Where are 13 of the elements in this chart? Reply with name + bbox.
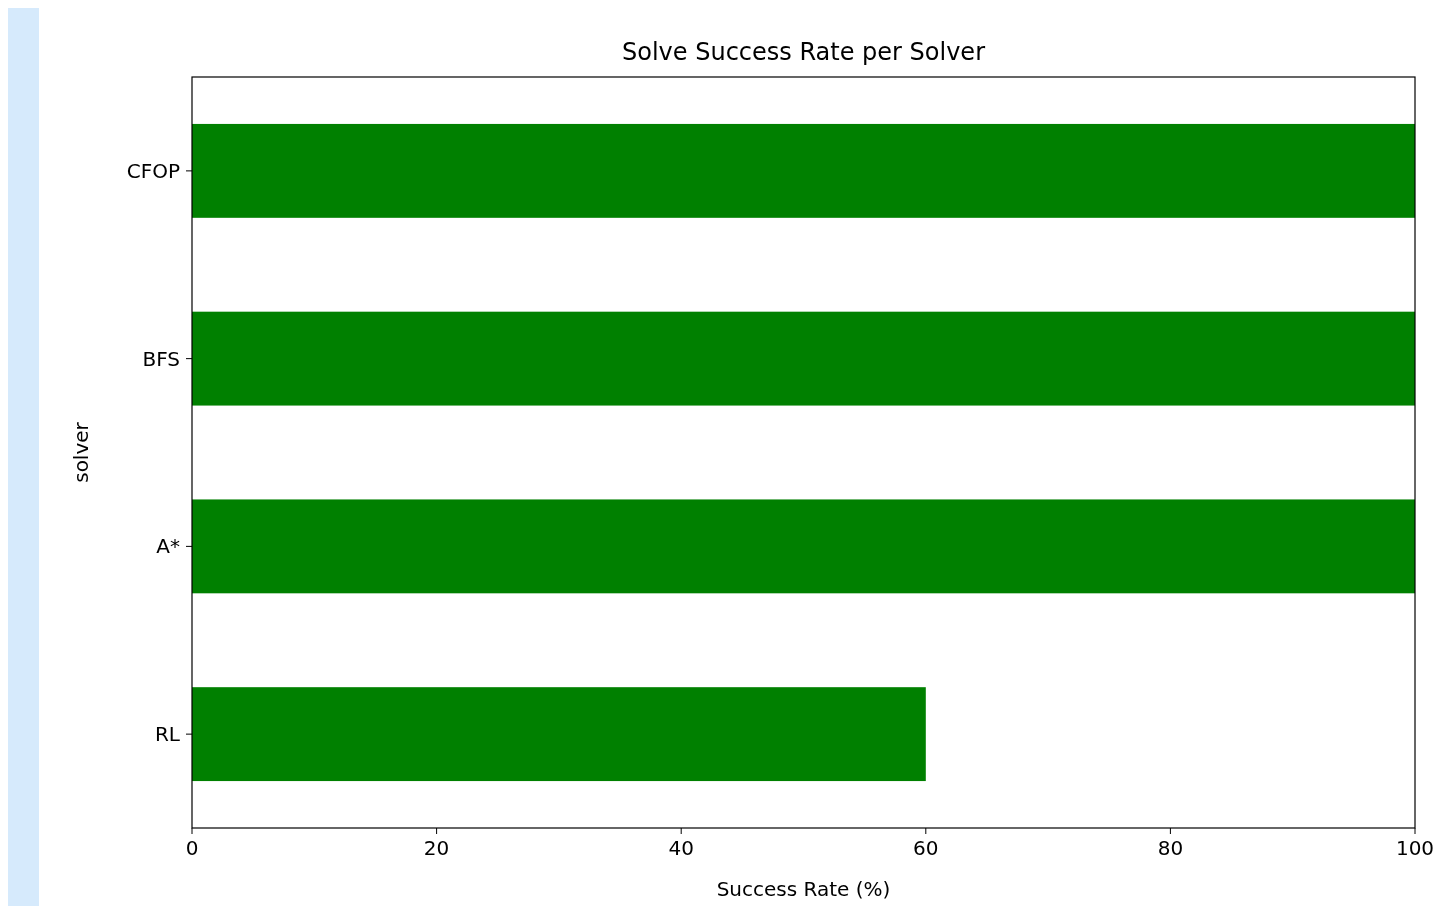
y-tick-label: A* bbox=[156, 534, 180, 559]
y-tick-label: CFOP bbox=[126, 158, 180, 183]
y-axis-title: solver bbox=[69, 421, 93, 483]
x-tick-label: 100 bbox=[1395, 836, 1435, 860]
y-tick-label: RL bbox=[154, 722, 181, 747]
x-tick-label: 80 bbox=[1157, 836, 1184, 860]
x-tick-label: 40 bbox=[668, 836, 694, 860]
chart-title: Solve Success Rate per Solver bbox=[622, 38, 986, 66]
x-axis-title: Success Rate (%) bbox=[716, 877, 891, 901]
x-tick-label: 20 bbox=[423, 836, 450, 860]
x-tick-label: 0 bbox=[185, 836, 199, 860]
y-tick-label: BFS bbox=[142, 346, 180, 371]
x-tick-label: 60 bbox=[913, 836, 939, 860]
